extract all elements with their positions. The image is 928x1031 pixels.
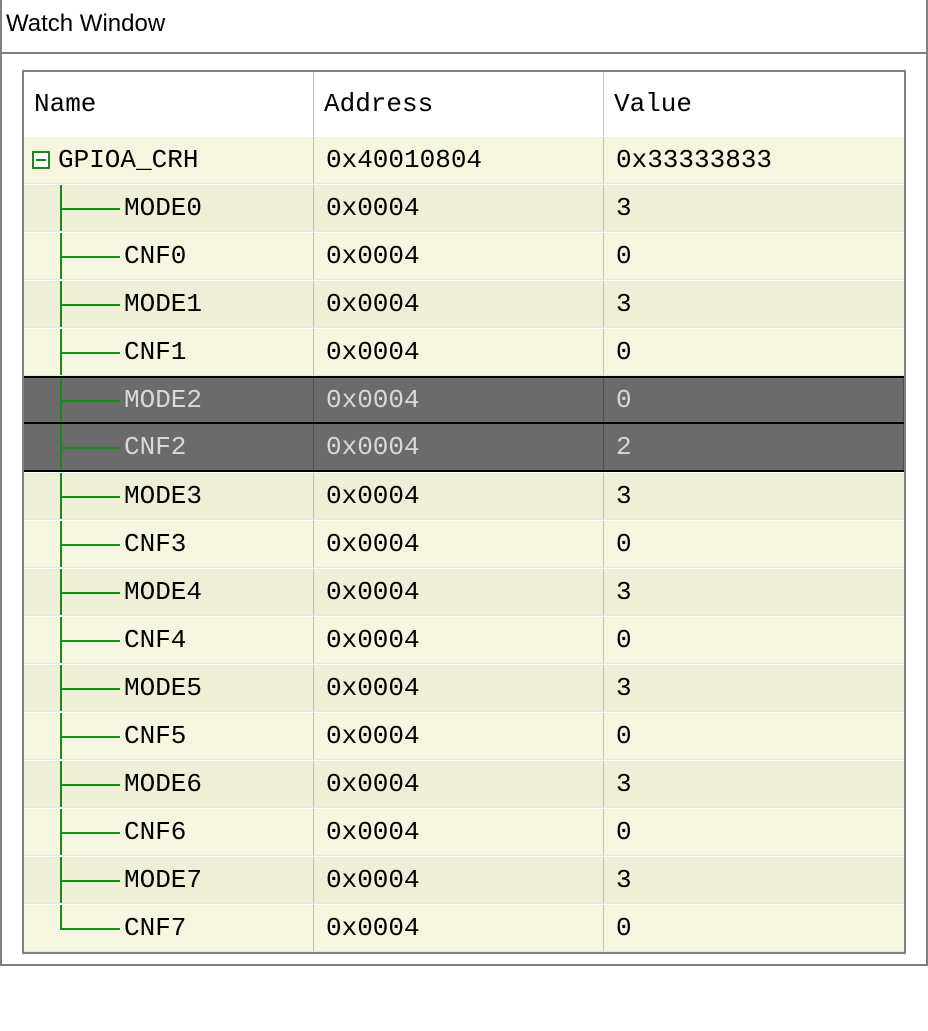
- cell-address: 0x0004: [314, 617, 604, 663]
- cell-name: CNF3: [24, 521, 314, 567]
- table-row[interactable]: MODE50x00043: [24, 664, 904, 712]
- cell-value: 0: [604, 233, 904, 279]
- cell-address: 0x0004: [314, 378, 604, 422]
- table-row-root[interactable]: GPIOA_CRH 0x40010804 0x33333833: [24, 136, 904, 184]
- tree-branch-icon: [60, 544, 120, 546]
- cell-value: 3: [604, 569, 904, 615]
- cell-name: MODE6: [24, 761, 314, 807]
- cell-name: MODE2: [24, 378, 314, 422]
- cell-address: 0x0004: [314, 905, 604, 951]
- cell-value: 3: [604, 185, 904, 231]
- tree-branch-icon: [60, 880, 120, 882]
- tree-branch-icon: [60, 304, 120, 306]
- tree-branch-icon: [60, 688, 120, 690]
- table-row[interactable]: MODE20x00040: [24, 376, 904, 424]
- tree-branch-icon: [60, 592, 120, 594]
- cell-value: 3: [604, 761, 904, 807]
- cell-name: CNF5: [24, 713, 314, 759]
- table-row[interactable]: MODE70x00043: [24, 856, 904, 904]
- tree-branch-icon: [60, 208, 120, 210]
- cell-address: 0x0004: [314, 329, 604, 375]
- cell-value: 0: [604, 329, 904, 375]
- table-row[interactable]: CNF40x00040: [24, 616, 904, 664]
- cell-name: MODE7: [24, 857, 314, 903]
- collapse-icon[interactable]: [32, 151, 50, 169]
- cell-value: 0: [604, 905, 904, 951]
- cell-address: 0x0004: [314, 809, 604, 855]
- cell-name: CNF0: [24, 233, 314, 279]
- cell-name: MODE3: [24, 473, 314, 519]
- cell-address: 0x0004: [314, 473, 604, 519]
- column-header-address[interactable]: Address: [314, 72, 604, 136]
- tree-branch-icon: [60, 256, 120, 258]
- table-row[interactable]: CNF20x00042: [24, 424, 904, 472]
- minus-icon: [36, 159, 46, 161]
- cell-address: 0x0004: [314, 665, 604, 711]
- cell-value: 0: [604, 617, 904, 663]
- cell-name: CNF1: [24, 329, 314, 375]
- cell-address: 0x0004: [314, 521, 604, 567]
- table-row[interactable]: CNF70x00040: [24, 904, 904, 952]
- cell-value: 3: [604, 281, 904, 327]
- cell-address: 0x0004: [314, 185, 604, 231]
- cell-name: CNF4: [24, 617, 314, 663]
- tree-branch-icon: [60, 736, 120, 738]
- cell-name: GPIOA_CRH: [24, 137, 314, 183]
- tree-branch-icon: [60, 928, 120, 930]
- cell-name: MODE5: [24, 665, 314, 711]
- table-row[interactable]: MODE10x00043: [24, 280, 904, 328]
- rows-container: GPIOA_CRH 0x40010804 0x33333833 MODE00x0…: [24, 136, 904, 952]
- tree-branch-icon: [60, 400, 120, 402]
- cell-value: 0: [604, 378, 904, 422]
- tree-branch-icon: [60, 640, 120, 642]
- table-row[interactable]: CNF30x00040: [24, 520, 904, 568]
- cell-address: 0x0004: [314, 713, 604, 759]
- tree-branch-icon: [60, 784, 120, 786]
- tree-branch-icon: [60, 832, 120, 834]
- tree-line-icon: [60, 905, 62, 928]
- cell-value: 0x33333833: [604, 137, 904, 183]
- cell-value: 3: [604, 665, 904, 711]
- cell-address: 0x0004: [314, 761, 604, 807]
- column-header-row: Name Address Value: [24, 72, 904, 136]
- cell-value: 3: [604, 857, 904, 903]
- table-row[interactable]: MODE30x00043: [24, 472, 904, 520]
- table-row[interactable]: CNF60x00040: [24, 808, 904, 856]
- root-name: GPIOA_CRH: [24, 145, 198, 175]
- cell-address: 0x40010804: [314, 137, 604, 183]
- table-row[interactable]: CNF00x00040: [24, 232, 904, 280]
- cell-name: MODE1: [24, 281, 314, 327]
- cell-value: 2: [604, 424, 904, 470]
- watch-window: Watch Window Name Address Value GPIOA_CR…: [0, 0, 928, 966]
- tree-branch-icon: [60, 447, 120, 449]
- table-row[interactable]: MODE60x00043: [24, 760, 904, 808]
- column-header-value[interactable]: Value: [604, 72, 904, 136]
- cell-value: 3: [604, 473, 904, 519]
- cell-name: CNF7: [24, 905, 314, 951]
- cell-name: CNF6: [24, 809, 314, 855]
- window-title: Watch Window: [2, 0, 926, 54]
- table-row[interactable]: CNF50x00040: [24, 712, 904, 760]
- table-row[interactable]: MODE00x00043: [24, 184, 904, 232]
- cell-value: 0: [604, 713, 904, 759]
- column-header-name[interactable]: Name: [24, 72, 314, 136]
- cell-value: 0: [604, 521, 904, 567]
- tree-branch-icon: [60, 496, 120, 498]
- table-row[interactable]: MODE40x00043: [24, 568, 904, 616]
- cell-address: 0x0004: [314, 569, 604, 615]
- cell-address: 0x0004: [314, 233, 604, 279]
- cell-name: CNF2: [24, 424, 314, 470]
- cell-name: MODE0: [24, 185, 314, 231]
- watch-grid: Name Address Value GPIOA_CRH 0x40010804 …: [22, 70, 906, 954]
- cell-value: 0: [604, 809, 904, 855]
- table-row[interactable]: CNF10x00040: [24, 328, 904, 376]
- cell-address: 0x0004: [314, 281, 604, 327]
- cell-address: 0x0004: [314, 857, 604, 903]
- cell-name: MODE4: [24, 569, 314, 615]
- cell-address: 0x0004: [314, 424, 604, 470]
- tree-branch-icon: [60, 352, 120, 354]
